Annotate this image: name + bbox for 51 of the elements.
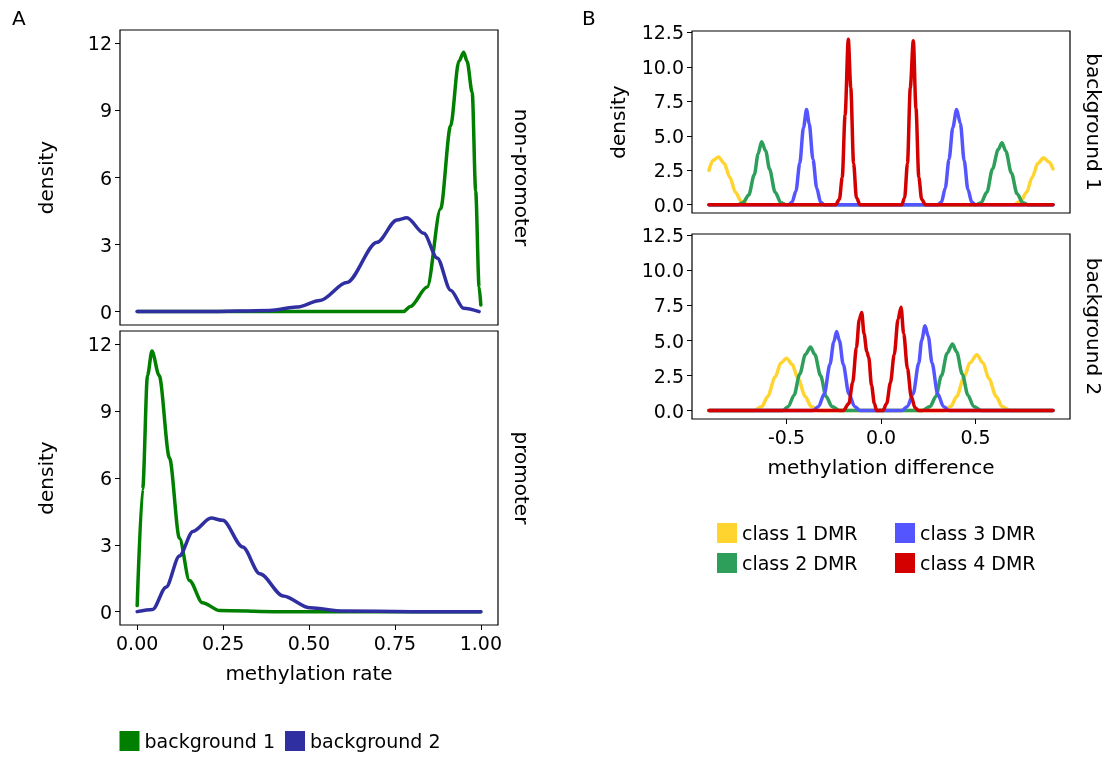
y-tick-label: 12 [87, 333, 112, 356]
y-tick-label: 7.5 [653, 90, 684, 113]
y-tick-label: 10.0 [641, 259, 684, 282]
x-tick-label: 0.25 [201, 631, 245, 654]
x-tick-label: 1.00 [459, 631, 502, 654]
y-tick-label: 6 [99, 166, 112, 189]
text: background 2 [1082, 257, 1106, 396]
legend-label: class 1 DMR [742, 522, 858, 544]
line-series [707, 37, 1055, 207]
x-tick-label: 0.0 [865, 425, 897, 448]
line-series [135, 215, 481, 314]
x-tick-label: 0.5 [960, 425, 991, 448]
x-tick-label: -0.5 [767, 425, 806, 448]
x-axis-title: methylation difference [767, 455, 995, 479]
y-tick-label: 10.0 [641, 55, 684, 78]
y-axis-title: density [34, 140, 58, 215]
legend-label: background 2 [310, 730, 441, 752]
y-tick-label: 6 [99, 467, 112, 489]
text: background 1 [1082, 53, 1106, 191]
legend-label: class 3 DMR [920, 522, 1036, 544]
y-axis-title: density [34, 441, 58, 515]
chart-title: A [12, 6, 26, 30]
y-tick-label: 9 [99, 400, 112, 423]
legend-label: background 1 [144, 730, 276, 752]
x-tick-label: 0.50 [287, 631, 331, 654]
text: promoter [510, 431, 534, 526]
y-tick-label: 2.5 [653, 159, 684, 182]
y-tick-label: 5.0 [653, 124, 684, 147]
y-axis-title: density [606, 85, 630, 159]
line-series [707, 305, 1055, 413]
y-tick-label: 2.5 [653, 364, 684, 387]
x-tick-label: 0.00 [116, 631, 159, 654]
y-tick-label: 9 [99, 99, 112, 122]
x-tick-label: 0.75 [373, 631, 417, 654]
y-tick-label: 0.0 [653, 193, 684, 216]
text: non-promoter [510, 108, 534, 248]
y-tick-label: 0 [99, 300, 112, 323]
y-tick-label: 3 [99, 533, 112, 556]
chart-title: B [582, 6, 596, 30]
legend-label: class 4 DMR [920, 552, 1036, 574]
legend-label: class 2 DMR [742, 552, 858, 574]
y-tick-label: 0 [99, 600, 112, 623]
y-tick-label: 0.0 [653, 399, 684, 422]
y-tick-label: 7.5 [653, 294, 684, 317]
x-axis-title: methylation rate [225, 661, 393, 685]
y-tick-label: 12.5 [641, 224, 684, 247]
line-series [135, 516, 483, 614]
y-tick-label: 3 [99, 233, 112, 256]
y-tick-label: 12 [87, 32, 112, 55]
y-tick-label: 5.0 [653, 329, 684, 352]
y-tick-label: 12.5 [641, 21, 684, 44]
